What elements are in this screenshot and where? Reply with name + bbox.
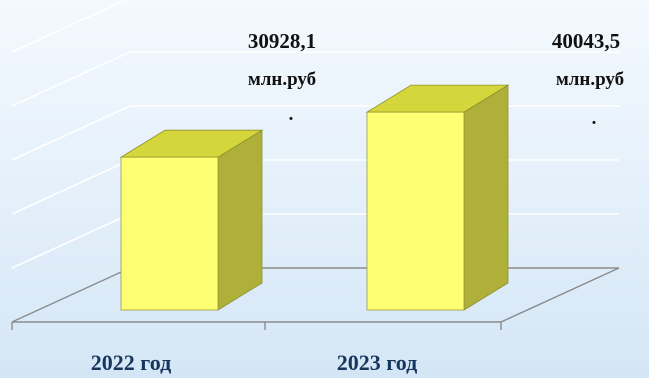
bar-front-face: [366, 111, 465, 311]
gridline: [11, 0, 128, 53]
gridline: [11, 159, 619, 215]
bar-front-face: [120, 156, 219, 311]
data-label-dot-2023: .: [592, 108, 597, 129]
floor-front-edge: [12, 267, 620, 323]
data-label-dot-2022: .: [289, 104, 294, 125]
category-label-2022: 2022 год: [91, 350, 171, 375]
bar-side-face: [217, 129, 263, 311]
gridline: [11, 51, 619, 107]
bar-side-face: [463, 84, 509, 311]
floor-back-edge: [11, 267, 619, 323]
gridline: [11, 105, 619, 161]
bar: [119, 129, 264, 311]
data-label-unit-2022: млн.руб: [248, 69, 316, 90]
bar: [365, 84, 510, 311]
bars: [119, 84, 510, 311]
axis: [11, 267, 620, 330]
data-label-value-2022: 30928,1: [248, 29, 316, 53]
category-label-2023: 2023 год: [337, 350, 417, 375]
data-label-value-2023: 40043,5: [552, 29, 620, 53]
data-label-unit-2023: млн.руб: [556, 69, 624, 90]
gridline: [11, 213, 619, 269]
